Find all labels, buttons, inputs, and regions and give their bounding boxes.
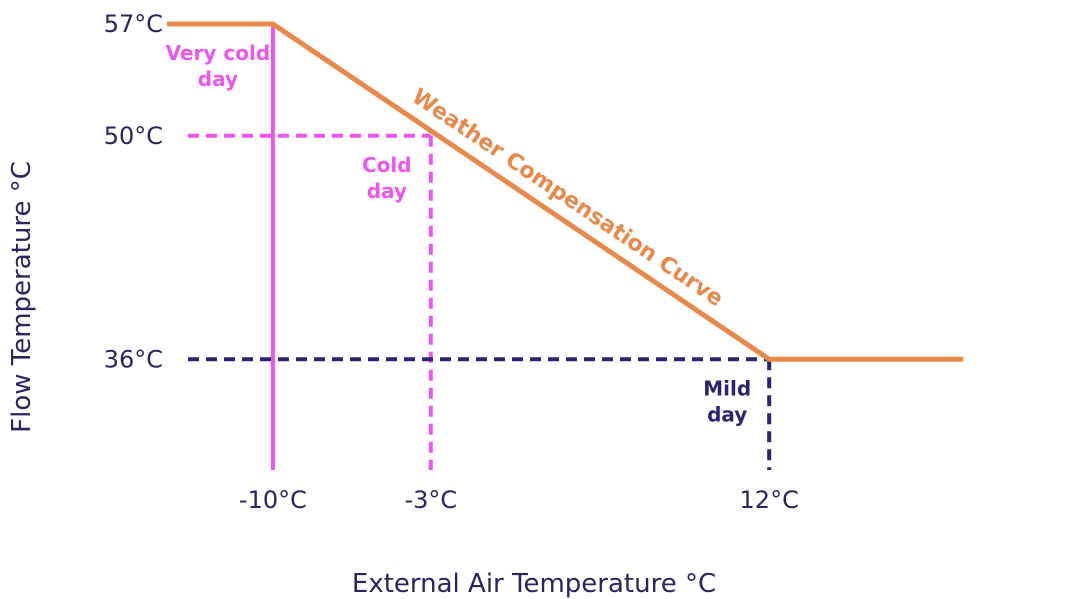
x-tick-label: -10°C (239, 486, 307, 514)
x-tick-label: -3°C (404, 486, 457, 514)
reference-lines (188, 24, 772, 470)
tick-labels: 57°C 50°C 36°C -10°C -3°C 12°C (104, 10, 799, 514)
mild-day-label: Mild day (703, 376, 751, 426)
series-label: Weather Compensation Curve (407, 84, 727, 312)
very-cold-day-label: Very cold day (166, 41, 271, 91)
x-tick-label: 12°C (740, 486, 799, 514)
y-tick-label: 50°C (104, 122, 163, 150)
y-tick-label: 36°C (104, 345, 163, 373)
y-tick-label: 57°C (104, 10, 163, 38)
series-layer (166, 21, 964, 362)
x-axis-title: External Air Temperature °C (352, 569, 716, 599)
cold-day-label: Cold day (362, 153, 412, 203)
annotations: Very cold day Cold day Mild day Weather Compen… (166, 41, 752, 426)
y-axis-title: Flow Temperature °C (7, 161, 37, 433)
series-line-0 (166, 21, 964, 362)
